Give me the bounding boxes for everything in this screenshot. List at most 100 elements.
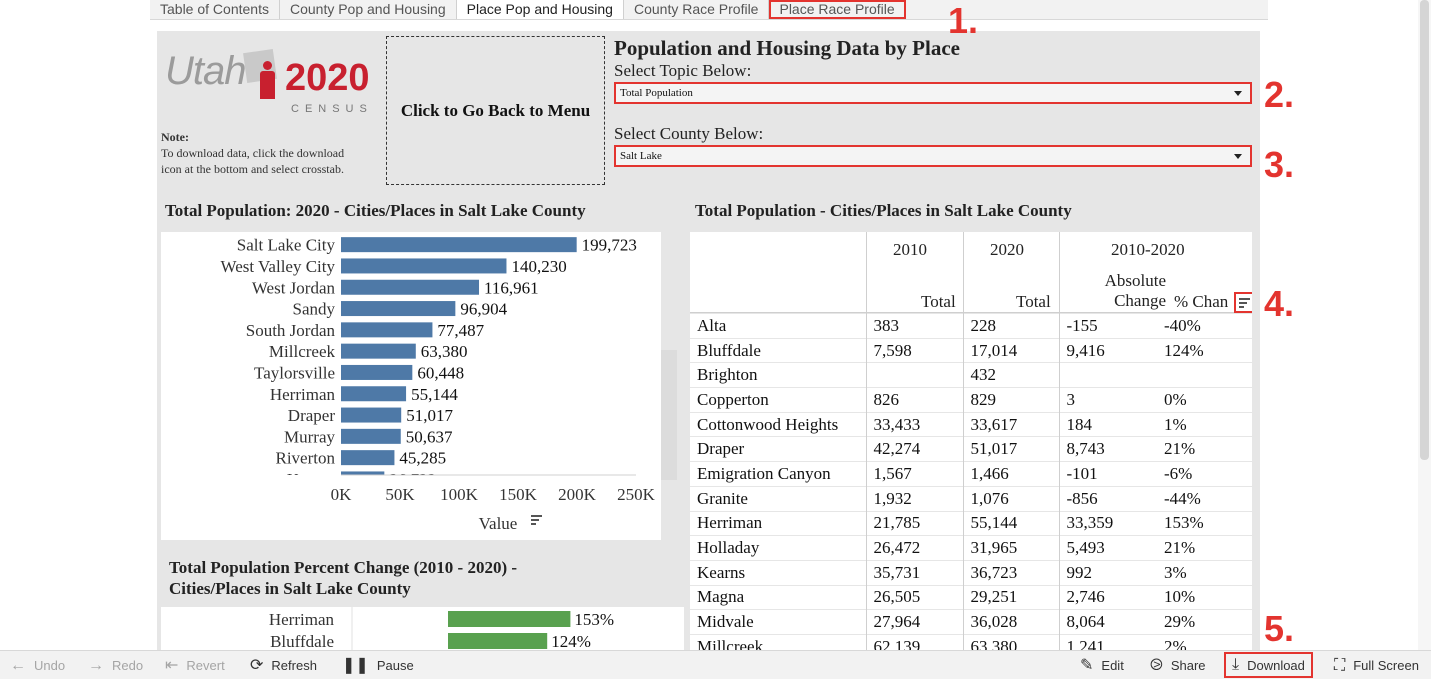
tab-place-race-profile[interactable]: Place Race Profile	[769, 0, 906, 19]
chevron-down-icon	[1234, 154, 1242, 159]
data-label: 153%	[574, 610, 614, 629]
category-label: Draper	[288, 406, 336, 425]
place-name-cell: Copperton	[697, 389, 769, 409]
data-label: 63,380	[421, 342, 468, 361]
table-row[interactable]: Copperton 826 829 3 0%	[690, 387, 1252, 413]
chart2-title: Total Population Percent Change (2010 - …	[169, 557, 517, 599]
chart1-title: Total Population: 2020 - Cities/Places i…	[165, 201, 586, 220]
category-label: Taylorsville	[254, 363, 335, 382]
page-scrollbar[interactable]	[1418, 0, 1431, 650]
table-row[interactable]: Alta 383 228 -155 -40%	[690, 313, 1252, 339]
table-row[interactable]: Midvale 27,964 36,028 8,064 29%	[690, 609, 1252, 635]
percent-change-cell: 21%	[1164, 439, 1196, 459]
step-marker-3: 3.	[1264, 144, 1295, 185]
table-row[interactable]: Emigration Canyon 1,567 1,466 -101 -6%	[690, 461, 1252, 487]
bar	[341, 301, 456, 317]
table-row[interactable]: Granite 1,932 1,076 -856 -44%	[690, 486, 1252, 511]
bottom-toolbar: ← Undo → Redo ⇤ Revert ⟳ Refresh ❚❚ Paus…	[0, 650, 1431, 679]
step-marker-4: 4.	[1264, 283, 1295, 324]
population-bar-chart[interactable]: Salt Lake City 199,723 West Valley City 140…	[161, 232, 661, 540]
percent-change-bar-chart[interactable]: Herriman 153% Bluffdale 124%	[161, 607, 684, 650]
download-icon: ⤓	[1232, 656, 1240, 673]
percent-change-cell: 10%	[1164, 587, 1196, 607]
tab-strip: Table of Contents County Pop and Housing…	[150, 0, 1268, 20]
tab-table-of-contents[interactable]: Table of Contents	[150, 0, 280, 19]
table-row[interactable]: Cottonwood Heights 33,433 33,617 184 1%	[690, 412, 1252, 437]
undo-label: Undo	[34, 658, 66, 673]
data-label: 199,723	[582, 236, 637, 255]
population-table[interactable]: 2010 2020 2010-2020 Total Total Absolute…	[690, 232, 1252, 650]
full-screen-button[interactable]: ⛶ Full Screen	[1334, 651, 1419, 679]
chart1-scroll-thumb[interactable]	[661, 350, 677, 480]
absolute-change-cell: 8,743	[1058, 436, 1157, 462]
bar	[341, 407, 402, 423]
table-row[interactable]: Magna 26,505 29,251 2,746 10%	[690, 585, 1252, 610]
total-2010-cell: 1,567	[865, 461, 963, 487]
table-row[interactable]: Kearns 35,731 36,723 992 3%	[690, 560, 1252, 586]
total-2020-cell: 33,617	[962, 412, 1059, 437]
population-bar-chart-svg: Salt Lake City 199,723 West Valley City 140…	[221, 236, 656, 533]
percent-change-cell: -40%	[1164, 315, 1201, 335]
place-name-cell: Alta	[697, 315, 727, 335]
redo-label: Redo	[112, 658, 144, 673]
tab-county-pop-housing[interactable]: County Pop and Housing	[280, 0, 457, 19]
refresh-icon: ⟳	[250, 656, 264, 674]
chart1-scrollbar[interactable]	[661, 232, 677, 540]
table-row[interactable]: Draper 42,274 51,017 8,743 21%	[690, 436, 1252, 462]
step-marker-2: 2.	[1264, 74, 1295, 115]
chart2-title-line-1: Total Population Percent Change (2010 - …	[169, 558, 518, 577]
place-name-cell: Emigration Canyon	[697, 463, 831, 483]
header-2010-2020: 2010-2020	[1111, 240, 1185, 259]
category-label: Salt Lake City	[237, 236, 336, 255]
table-row[interactable]: Brighton 432	[690, 362, 1252, 388]
topic-select[interactable]: Total Population	[614, 82, 1252, 104]
note-line-2: icon at the bottom and select crosstab.	[161, 162, 344, 176]
download-button[interactable]: ⤓ Download	[1224, 652, 1313, 678]
refresh-button[interactable]: ⟳ Refresh	[250, 651, 317, 679]
edit-label: Edit	[1101, 658, 1124, 673]
county-select[interactable]: Salt Lake	[614, 145, 1252, 167]
absolute-change-cell: 2,746	[1058, 585, 1157, 610]
bar-group: Salt Lake City 199,723 West Valley City 140…	[221, 236, 637, 475]
revert-button[interactable]: ⇤ Revert	[165, 651, 225, 679]
back-to-menu-button[interactable]: Click to Go Back to Menu	[386, 36, 605, 185]
note-heading: Note:	[161, 130, 189, 144]
total-2020-cell: 55,144	[962, 511, 1059, 536]
share-button[interactable]: ⧁ Share	[1150, 651, 1206, 679]
data-label: 50,637	[406, 427, 453, 446]
absolute-change-cell: -856	[1058, 486, 1157, 511]
undo-button[interactable]: ← Undo	[10, 651, 65, 679]
table-row[interactable]: Herriman 21,785 55,144 33,359 153%	[690, 511, 1252, 536]
tab-county-race-profile[interactable]: County Race Profile	[624, 0, 770, 19]
person-icon	[260, 71, 275, 99]
sort-icon[interactable]	[1234, 292, 1252, 313]
refresh-label: Refresh	[271, 658, 317, 673]
x-tick-label: 100K	[440, 485, 479, 504]
table-row[interactable]: Bluffdale 7,598 17,014 9,416 124%	[690, 338, 1252, 363]
data-label: 77,487	[437, 321, 484, 340]
redo-button[interactable]: → Redo	[88, 651, 143, 679]
table-row[interactable]: Millcreek 62,139 63,380 1,241 2%	[690, 634, 1252, 650]
absolute-change-cell: 9,416	[1058, 338, 1157, 363]
total-2020-cell: 17,014	[962, 338, 1059, 363]
percent-change-cell: 0%	[1164, 389, 1187, 409]
pause-button[interactable]: ❚❚ Pause	[342, 651, 414, 679]
place-name-cell: Draper	[697, 439, 745, 459]
step-marker-1: 1.	[948, 0, 979, 41]
category-label: Bluffdale	[270, 632, 334, 650]
table-row[interactable]: Holladay 26,472 31,965 5,493 21%	[690, 535, 1252, 561]
table-header: 2010 2020 2010-2020 Total Total Absolute…	[690, 232, 1252, 313]
edit-button[interactable]: ✎ Edit	[1080, 651, 1124, 679]
bar	[341, 450, 395, 466]
category-label: Herriman	[269, 610, 335, 629]
tab-place-pop-housing[interactable]: Place Pop and Housing	[456, 0, 624, 19]
absolute-change-cell	[1058, 362, 1157, 388]
percent-change-cell: 29%	[1164, 612, 1196, 632]
total-2020-cell: 228	[962, 313, 1059, 339]
total-2010-cell: 62,139	[865, 634, 963, 650]
bar	[341, 258, 507, 274]
page-scroll-thumb[interactable]	[1420, 0, 1429, 460]
bar	[341, 364, 413, 380]
step-marker-5: 5.	[1264, 608, 1295, 649]
note-line-1: To download data, click the download	[161, 146, 345, 160]
